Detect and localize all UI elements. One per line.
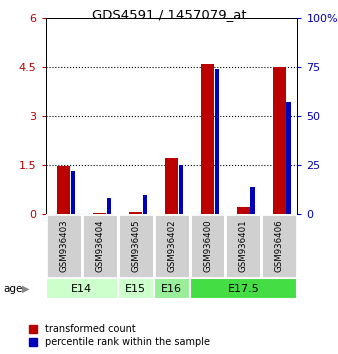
Bar <box>287 102 291 214</box>
Text: GSM936406: GSM936406 <box>275 220 284 272</box>
Bar <box>165 158 178 214</box>
FancyBboxPatch shape <box>190 214 225 278</box>
Text: E17.5: E17.5 <box>227 284 259 293</box>
Bar <box>201 64 214 214</box>
Text: GSM936404: GSM936404 <box>95 220 104 272</box>
FancyBboxPatch shape <box>225 214 262 278</box>
Text: ▶: ▶ <box>22 284 30 294</box>
Bar <box>215 69 219 214</box>
Bar <box>178 165 183 214</box>
FancyBboxPatch shape <box>262 214 297 278</box>
Bar <box>106 199 111 214</box>
Bar <box>237 207 250 214</box>
Text: age: age <box>3 284 23 294</box>
Text: GDS4591 / 1457079_at: GDS4591 / 1457079_at <box>92 8 246 21</box>
Bar <box>143 195 147 214</box>
Text: GSM936402: GSM936402 <box>167 220 176 272</box>
Bar <box>57 166 70 214</box>
Text: GSM936403: GSM936403 <box>59 220 68 272</box>
Legend: transformed count, percentile rank within the sample: transformed count, percentile rank withi… <box>28 325 210 347</box>
Bar <box>93 213 106 214</box>
FancyBboxPatch shape <box>46 214 81 278</box>
Text: E15: E15 <box>125 284 146 293</box>
Bar <box>71 171 75 214</box>
Text: E16: E16 <box>161 284 182 293</box>
Text: GSM936400: GSM936400 <box>203 220 212 272</box>
Bar <box>129 212 142 214</box>
Text: GSM936401: GSM936401 <box>239 220 248 272</box>
Text: GSM936405: GSM936405 <box>131 220 140 272</box>
FancyBboxPatch shape <box>118 278 153 299</box>
Text: E14: E14 <box>71 284 92 293</box>
FancyBboxPatch shape <box>46 278 118 299</box>
FancyBboxPatch shape <box>118 214 153 278</box>
Bar <box>273 67 286 214</box>
FancyBboxPatch shape <box>153 278 190 299</box>
Bar <box>250 187 255 214</box>
FancyBboxPatch shape <box>81 214 118 278</box>
FancyBboxPatch shape <box>190 278 297 299</box>
FancyBboxPatch shape <box>153 214 190 278</box>
